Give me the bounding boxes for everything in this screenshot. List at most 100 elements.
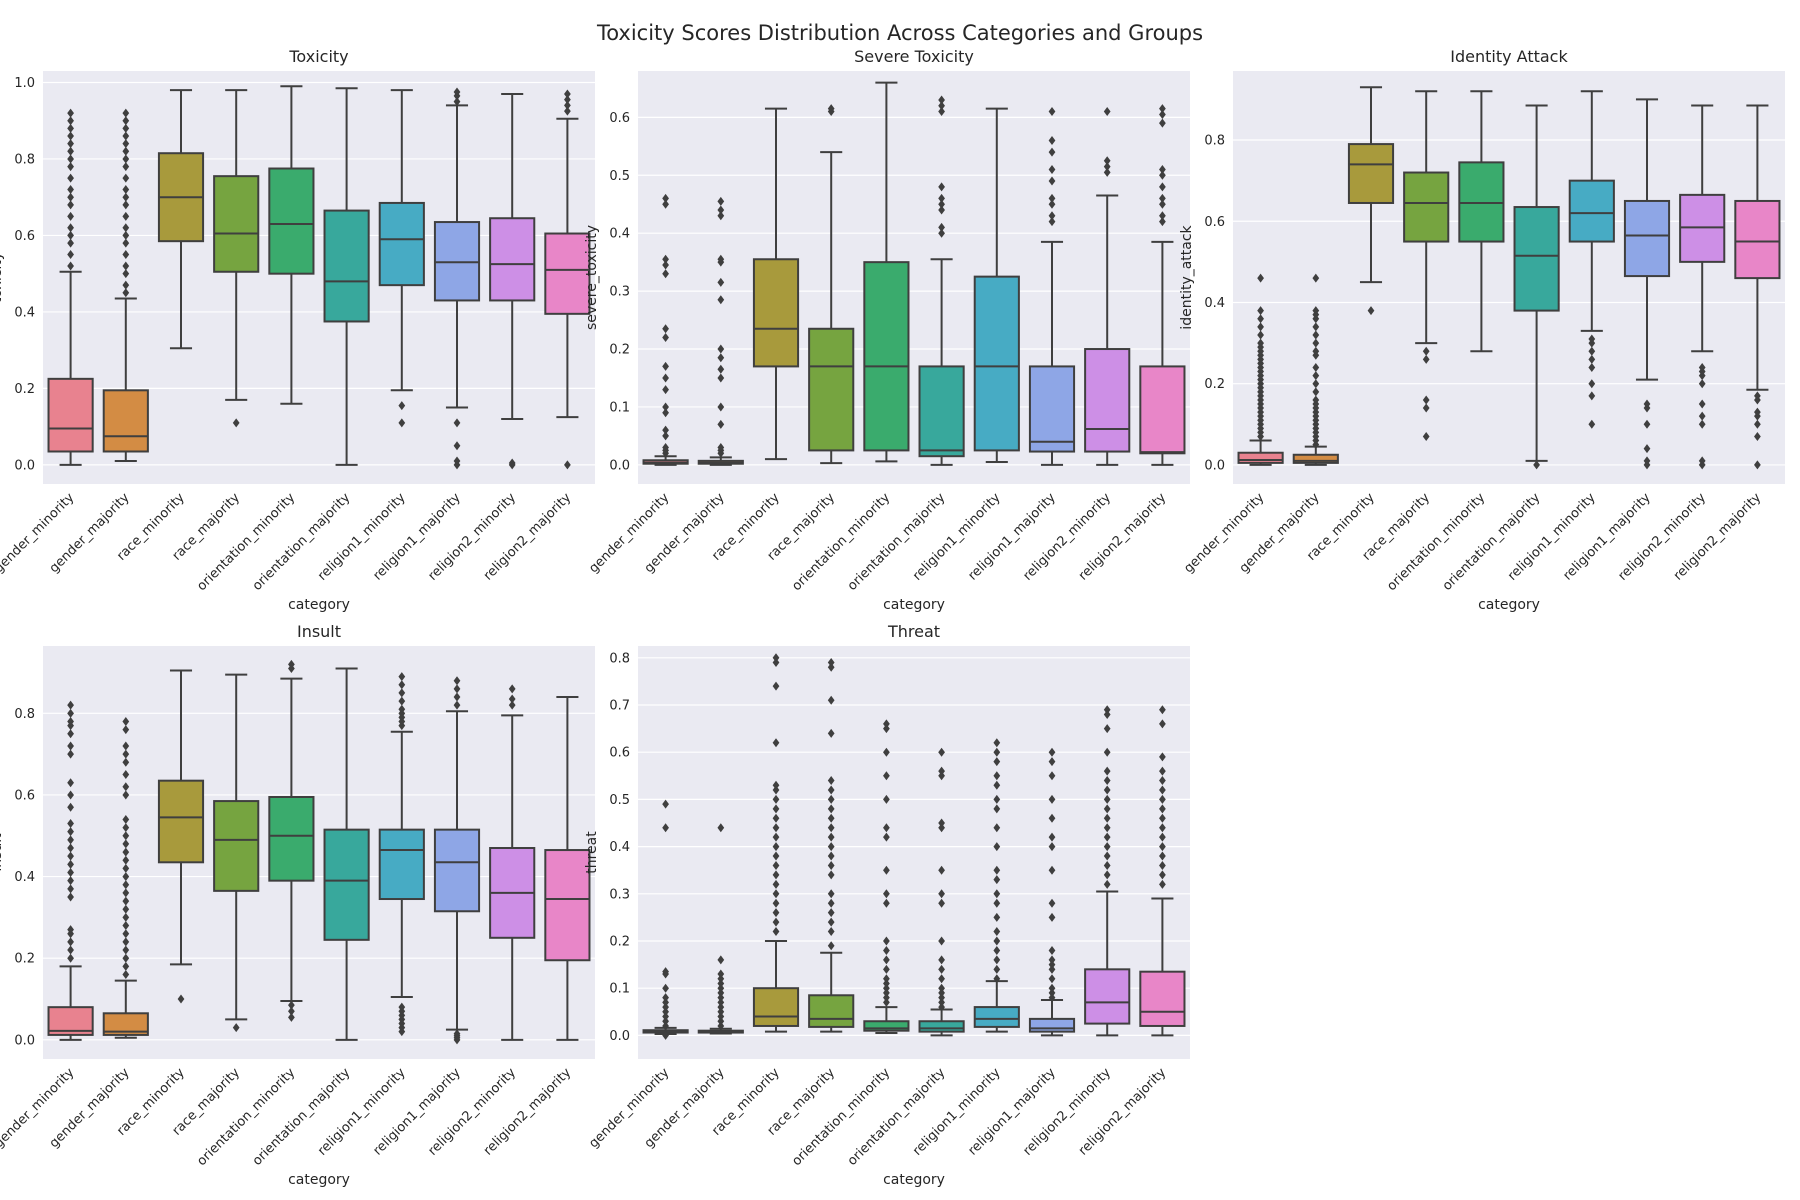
- outlier-point: [122, 725, 130, 735]
- outlier-point: [1048, 217, 1056, 227]
- outlier-point: [662, 361, 669, 371]
- iqr-box: [1139, 365, 1186, 455]
- box-gender_majority: [697, 196, 744, 466]
- outlier-point: [993, 912, 1001, 922]
- outlier-point: [883, 955, 890, 965]
- box-race_majority: [1403, 90, 1450, 441]
- outlier-point: [1048, 983, 1056, 993]
- outlier-point: [232, 1023, 240, 1033]
- x-axis-label: category: [883, 1172, 945, 1188]
- y-tick-label: 0.0: [14, 458, 35, 473]
- outlier-point: [1103, 870, 1111, 880]
- outlier-point: [122, 823, 130, 833]
- outlier-point: [122, 749, 130, 759]
- outlier-point: [1257, 306, 1264, 316]
- box-gender_majority: [102, 108, 149, 463]
- outlier-point: [288, 1000, 295, 1010]
- iqr-box: [378, 201, 425, 287]
- y-tick-label: 0.1: [609, 982, 630, 997]
- outlier-point: [122, 970, 130, 980]
- outlier-point: [938, 205, 945, 215]
- outlier-point: [883, 889, 890, 899]
- outlier-point: [67, 859, 74, 869]
- outlier-point: [717, 993, 725, 1003]
- outlier-point: [1422, 431, 1430, 441]
- outlier-point: [717, 1021, 725, 1031]
- iqr-box: [1139, 970, 1186, 1027]
- outlier-point: [662, 425, 669, 435]
- outlier-point: [122, 912, 130, 922]
- outlier-point: [67, 819, 74, 829]
- outlier-point: [1754, 431, 1761, 441]
- outlier-point: [1422, 354, 1430, 364]
- outlier-point: [1312, 273, 1320, 283]
- outlier-point: [122, 904, 130, 914]
- outlier-point: [993, 747, 1001, 757]
- outlier-point: [1048, 945, 1056, 955]
- outlier-point: [938, 766, 945, 776]
- outlier-point: [827, 842, 835, 852]
- outlier-point: [662, 993, 669, 1003]
- outlier-point: [883, 794, 890, 804]
- iqr-box: [1734, 199, 1781, 280]
- outlier-point: [1367, 306, 1375, 316]
- outlier-point: [67, 173, 74, 183]
- outlier-point: [1588, 362, 1596, 372]
- outlier-point: [453, 700, 461, 710]
- outlier-point: [1159, 705, 1166, 715]
- outlier-point: [67, 700, 74, 710]
- x-tick-label: orientation_majority: [845, 1065, 949, 1169]
- outlier-point: [122, 223, 130, 233]
- outlier-point: [1103, 766, 1111, 776]
- outlier-point: [827, 104, 835, 114]
- box-gender_minority: [642, 799, 689, 1040]
- outlier-point: [398, 688, 406, 698]
- outlier-point: [827, 889, 835, 899]
- y-tick-label: 0.2: [14, 382, 35, 397]
- x-tick-label: orientation_minority: [194, 490, 298, 594]
- outlier-point: [1312, 371, 1320, 381]
- iqr-box: [1084, 968, 1131, 1025]
- outlier-point: [122, 839, 130, 849]
- y-tick-label: 0.6: [609, 111, 630, 126]
- outlier-point: [662, 1012, 669, 1022]
- outlier-point: [1159, 118, 1166, 128]
- iqr-box: [752, 258, 800, 368]
- outlier-point: [1159, 193, 1166, 203]
- outlier-point: [993, 955, 1001, 965]
- outlier-point: [67, 139, 74, 149]
- y-tick-label: 1.0: [14, 76, 35, 91]
- box-race_minority: [752, 107, 800, 461]
- outlier-point: [1643, 419, 1651, 429]
- outlier-point: [67, 937, 74, 947]
- outlier-point: [1159, 832, 1166, 842]
- outlier-point: [1159, 842, 1166, 852]
- outlier-point: [717, 1007, 725, 1017]
- box-religion1_minority: [378, 672, 425, 1037]
- outlier-point: [564, 89, 571, 99]
- box-religion2_minority: [489, 684, 536, 1041]
- outlier-point: [1048, 974, 1056, 984]
- outlier-point: [772, 738, 780, 748]
- outlier-point: [938, 936, 945, 946]
- iqr-box: [918, 365, 965, 458]
- outlier-point: [662, 260, 669, 270]
- y-tick-label: 0.0: [609, 458, 630, 473]
- outlier-point: [122, 872, 130, 882]
- outlier-point: [1103, 842, 1111, 852]
- outlier-point: [67, 131, 74, 141]
- outlier-point: [122, 929, 130, 939]
- outlier-point: [662, 823, 669, 833]
- iqr-box: [1347, 143, 1395, 204]
- outlier-point: [67, 892, 74, 902]
- outlier-point: [772, 917, 780, 927]
- y-tick-label: 0.0: [1204, 458, 1225, 473]
- outlier-point: [67, 716, 74, 726]
- outlier-point: [122, 250, 130, 260]
- outlier-point: [717, 974, 725, 984]
- box-religion1_minority: [973, 107, 1020, 463]
- outlier-point: [1312, 387, 1320, 397]
- box-gender_majority: [1292, 273, 1339, 466]
- outlier-point: [453, 1029, 461, 1039]
- outlier-point: [67, 884, 74, 894]
